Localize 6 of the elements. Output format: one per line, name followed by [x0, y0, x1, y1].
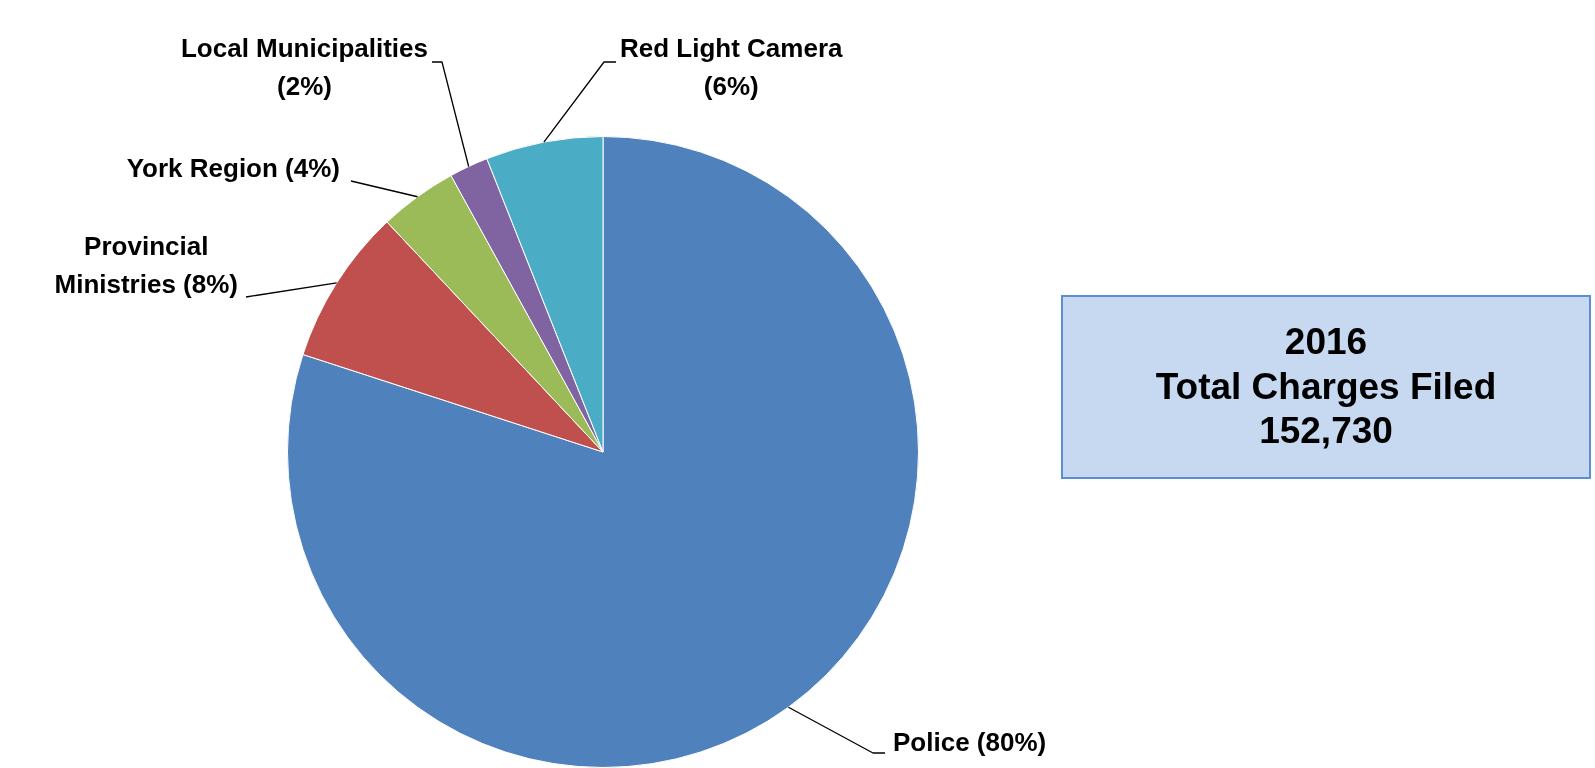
slice-label: Police (80%) — [893, 727, 1047, 758]
slice-label: Red Light Camera (6%) — [619, 33, 844, 102]
slice-label: Provincial Ministries (8%) — [54, 231, 239, 300]
text: 2016 Total Charges Filed 152,730 — [1061, 295, 1591, 479]
slice-label: Local Municipalities (2%) — [180, 33, 429, 102]
slice-label: York Region (4%) — [126, 153, 340, 184]
